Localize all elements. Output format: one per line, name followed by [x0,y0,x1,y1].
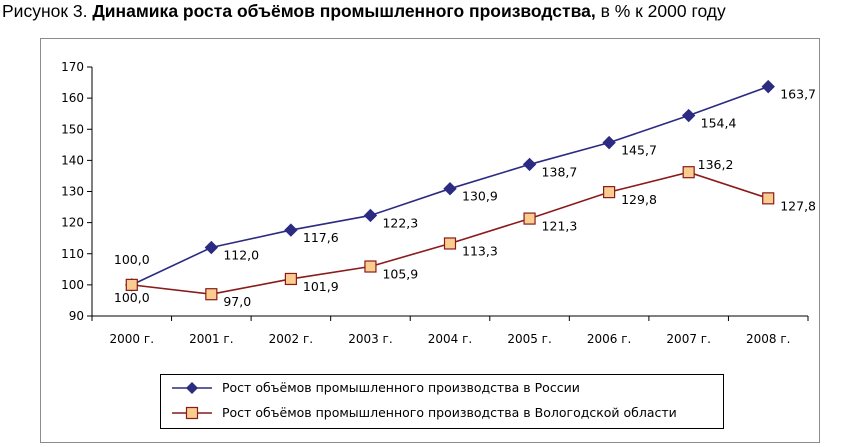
x-tick-label: 2004 г. [428,332,472,346]
data-label: 154,4 [701,116,737,131]
data-label: 100,0 [114,290,150,305]
data-point-square [443,237,457,250]
y-tick-label: 170 [61,60,84,74]
y-tick-label: 140 [61,153,84,167]
y-tick-label: 150 [61,122,84,136]
y-tick-label: 110 [61,247,84,261]
data-point-diamond [522,157,537,172]
x-tick-label: 2005 г. [507,332,551,346]
data-label: 130,9 [462,189,498,204]
data-label: 97,0 [223,294,251,309]
x-tick-label: 2007 г. [666,332,710,346]
data-label: 127,8 [780,198,816,213]
data-label: 117,6 [303,230,339,245]
data-label: 129,8 [621,192,657,207]
y-tick-label: 100 [61,278,84,292]
data-point-square [364,260,377,273]
caption-suffix: в % к 2000 году [595,1,726,21]
data-point-diamond [681,108,696,123]
chart-series [125,79,775,301]
caption-prefix: Рисунок 3. [2,1,93,21]
caption-title: Динамика роста объёмов промышленного про… [92,1,596,21]
y-tick-label: 130 [61,185,84,199]
data-point-diamond [363,208,378,223]
data-point-square [682,166,695,179]
y-tick-label: 120 [61,216,84,230]
data-point-square [125,278,138,291]
data-label: 101,9 [303,279,339,294]
data-label: 122,3 [382,215,418,230]
x-tick-label: 2000 г. [110,332,154,346]
data-point-square [523,212,536,225]
data-label: 112,0 [223,248,259,263]
data-label: 136,2 [698,157,734,172]
data-label: 121,3 [542,219,578,234]
data-point-diamond [443,181,457,196]
data-point-diamond [204,240,219,255]
data-label: 100,0 [114,252,150,267]
data-label: 138,7 [542,164,578,179]
x-tick-label: 2008 г. [746,332,790,346]
data-point-square [284,272,297,286]
data-label: 163,7 [780,87,816,102]
x-tick-label: 2006 г. [587,332,631,346]
figure-caption: Рисунок 3. Динамика роста объёмов промыш… [2,0,864,22]
x-tick-label: 2001 г. [189,332,233,346]
chart-data-labels: 100,0 112,0 117,6 122,3 130,9 138,7 145,7 154,4… [114,87,816,310]
x-tick-label: 2002 г. [269,332,313,346]
data-label: 113,3 [462,243,498,258]
y-tick-label: 90 [69,309,84,323]
data-point-square [603,186,616,199]
chart-axes: 90 100 110 120 130 140 150 160 170 2000 г. 2001 г.… [61,60,809,346]
y-tick-label: 160 [61,91,84,105]
data-point-square [762,192,775,205]
data-point-diamond [284,223,298,237]
data-point-diamond [761,79,775,94]
data-point-diamond [602,135,616,150]
data-point-square [205,288,218,301]
data-label: 105,9 [382,267,418,282]
x-tick-label: 2003 г. [348,332,392,346]
data-label: 145,7 [621,143,657,158]
